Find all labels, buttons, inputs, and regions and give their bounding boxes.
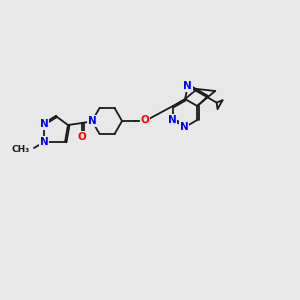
Text: N: N xyxy=(168,115,176,125)
Text: N: N xyxy=(40,119,48,129)
Text: N: N xyxy=(40,137,48,147)
Text: O: O xyxy=(78,132,86,142)
Text: N: N xyxy=(183,81,192,91)
Text: N: N xyxy=(180,122,188,132)
Text: N: N xyxy=(88,116,96,126)
Text: CH₃: CH₃ xyxy=(12,145,30,154)
Text: O: O xyxy=(141,115,149,125)
